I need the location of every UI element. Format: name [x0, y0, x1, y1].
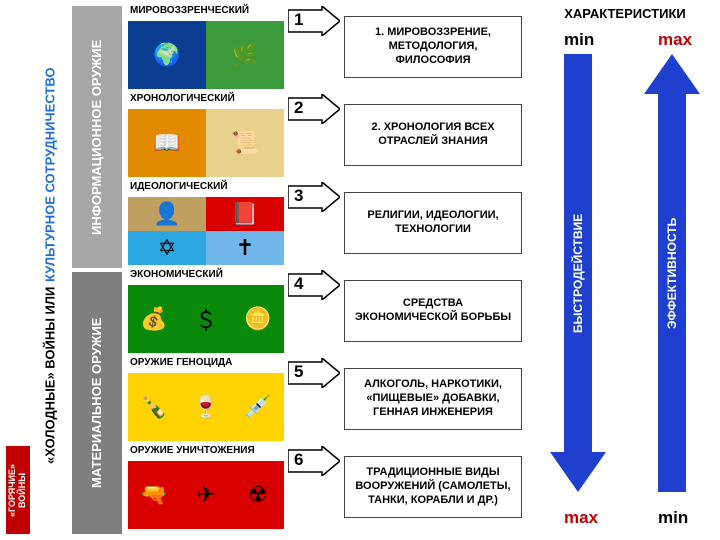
- row-image-group: 🍾🍷💉: [128, 373, 284, 441]
- row-image-group: 👤📕✡✝: [128, 197, 284, 265]
- row-tile-icon: ✈: [180, 461, 232, 529]
- row-tile-icon: 📖: [128, 109, 206, 177]
- max-bottom: max: [564, 508, 598, 528]
- row-tile-icon: 🌍: [128, 21, 206, 89]
- main-title: «ХОЛОДНЫЕ» ВОЙНЫ ИЛИ КУЛЬТУРНОЕ СОТРУДНИ…: [36, 6, 64, 526]
- priority-row: ЭКОНОМИЧЕСКИЙ💰＄🪙 4 СРЕДСТВА ЭКОНОМИЧЕСКОЙ …: [128, 268, 526, 356]
- max-top: max: [658, 30, 692, 50]
- characteristics: ХАРАКТЕРИСТИКИ min max БЫСТРОДЕЙСТВИЕ ЭФ…: [534, 6, 716, 534]
- row-description: РЕЛИГИИ, ИДЕОЛОГИИ, ТЕХНОЛОГИИ: [344, 192, 522, 254]
- row-image-group: 📖📜: [128, 109, 284, 177]
- row-tile-icon: 💉: [232, 373, 284, 441]
- row-tile-icon: 🌿: [206, 21, 284, 89]
- row-tile-icon: 🍷: [180, 373, 232, 441]
- priority-row: ОРУЖИЕ ГЕНОЦИДА🍾🍷💉 5 АЛКОГОЛЬ, НАРКОТИКИ, …: [128, 356, 526, 444]
- row-number: 6: [294, 450, 303, 470]
- priority-row: ОРУЖИЕ УНИЧТОЖЕНИЯ🔫✈☢ 6 ТРАДИЦИОННЫЕ ВИДЫ …: [128, 444, 526, 532]
- priority-row: МИРОВОЗЗРЕНЧЕСКИЙ🌍🌿 1 1. МИРОВОЗЗРЕНИЕ, МЕ…: [128, 4, 526, 92]
- speed-label: БЫСТРОДЕЙСТВИЕ: [550, 54, 606, 492]
- effectiveness-label: ЭФФЕКТИВНОСТЬ: [644, 54, 700, 492]
- row-header: ХРОНОЛОГИЧЕСКИЙ: [128, 92, 284, 108]
- row-tile-icon: 👤: [128, 197, 206, 231]
- row-header: ОРУЖИЕ ГЕНОЦИДА: [128, 356, 284, 372]
- category-material-weapon: МАТЕРИАЛЬНОЕ ОРУЖИЕ: [72, 272, 122, 534]
- category-info-weapon: ИНФОРМАЦИОННОЕ ОРУЖИЕ: [72, 6, 122, 268]
- row-description: СРЕДСТВА ЭКОНОМИЧЕСКОЙ БОРЬБЫ: [344, 280, 522, 342]
- row-arrow: 4: [288, 270, 340, 300]
- row-tile-icon: 💰: [128, 285, 180, 353]
- row-number: 4: [294, 274, 303, 294]
- row-arrow: 2: [288, 94, 340, 124]
- row-number: 3: [294, 186, 303, 206]
- priority-row: ХРОНОЛОГИЧЕСКИЙ📖📜 2 2. ХРОНОЛОГИЯ ВСЕХ ОТР…: [128, 92, 526, 180]
- min-top: min: [564, 30, 594, 50]
- rows-container: МИРОВОЗЗРЕНЧЕСКИЙ🌍🌿 1 1. МИРОВОЗЗРЕНИЕ, МЕ…: [128, 4, 526, 536]
- row-number: 2: [294, 98, 303, 118]
- effectiveness-arrow: ЭФФЕКТИВНОСТЬ: [644, 54, 700, 492]
- priority-row: ИДЕОЛОГИЧЕСКИЙ👤📕✡✝ 3 РЕЛИГИИ, ИДЕОЛОГИИ, Т…: [128, 180, 526, 268]
- row-image-group: 🔫✈☢: [128, 461, 284, 529]
- row-description: 1. МИРОВОЗЗРЕНИЕ, МЕТОДОЛОГИЯ, ФИЛОСОФИЯ: [344, 16, 522, 78]
- row-description: ТРАДИЦИОННЫЕ ВИДЫ ВООРУЖЕНИЙ (САМОЛЕТЫ, …: [344, 456, 522, 518]
- hot-wars-label: «ГОРЯЧИЕ» ВОЙНЫ: [6, 446, 30, 534]
- row-image-group: 💰＄🪙: [128, 285, 284, 353]
- row-tile-icon: 📜: [206, 109, 284, 177]
- row-number: 5: [294, 362, 303, 382]
- row-tile-icon: 📕: [206, 197, 284, 231]
- row-arrow: 6: [288, 446, 340, 476]
- row-tile-icon: ✡: [128, 231, 206, 265]
- row-tile-icon: ✝: [206, 231, 284, 265]
- row-tile-icon: 🍾: [128, 373, 180, 441]
- row-tile-icon: ＄: [180, 285, 232, 353]
- row-header: МИРОВОЗЗРЕНЧЕСКИЙ: [128, 4, 284, 20]
- row-tile-icon: 🔫: [128, 461, 180, 529]
- row-header: ИДЕОЛОГИЧЕСКИЙ: [128, 180, 284, 196]
- row-arrow: 1: [288, 6, 340, 36]
- title-line2: КУЛЬТУРНОЕ СОТРУДНИЧЕСТВО: [43, 68, 58, 283]
- title-line1: «ХОЛОДНЫЕ» ВОЙНЫ ИЛИ: [43, 287, 58, 464]
- row-tile-icon: ☢: [232, 461, 284, 529]
- row-description: 2. ХРОНОЛОГИЯ ВСЕХ ОТРАСЛЕЙ ЗНАНИЯ: [344, 104, 522, 166]
- row-image-group: 🌍🌿: [128, 21, 284, 89]
- characteristics-title: ХАРАКТЕРИСТИКИ: [534, 6, 716, 21]
- row-header: ЭКОНОМИЧЕСКИЙ: [128, 268, 284, 284]
- min-bottom: min: [658, 508, 688, 528]
- row-arrow: 3: [288, 182, 340, 212]
- row-number: 1: [294, 10, 303, 30]
- row-arrow: 5: [288, 358, 340, 388]
- row-header: ОРУЖИЕ УНИЧТОЖЕНИЯ: [128, 444, 284, 460]
- row-description: АЛКОГОЛЬ, НАРКОТИКИ, «ПИЩЕВЫЕ» ДОБАВКИ, …: [344, 368, 522, 430]
- speed-arrow: БЫСТРОДЕЙСТВИЕ: [550, 54, 606, 492]
- row-tile-icon: 🪙: [232, 285, 284, 353]
